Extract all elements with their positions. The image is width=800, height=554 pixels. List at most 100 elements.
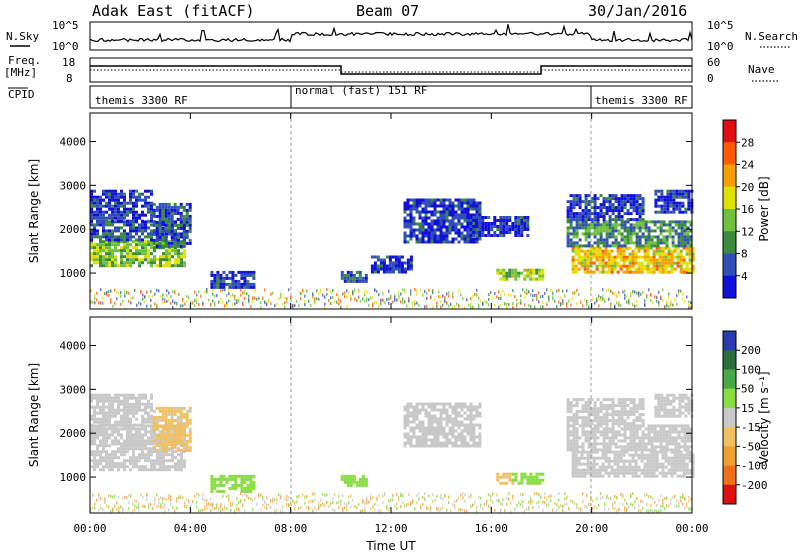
heatmap-cell	[99, 456, 102, 460]
heatmap-cell	[117, 219, 120, 223]
heatmap-cell	[442, 432, 446, 436]
heatmap-cell	[182, 220, 186, 224]
heatmap-cell	[120, 204, 123, 208]
heatmap-cell	[96, 207, 99, 211]
heatmap-cell	[168, 459, 171, 463]
heatmap-cell	[177, 261, 180, 265]
heatmap-cell	[460, 216, 464, 220]
heatmap-cell	[394, 264, 398, 268]
heatmap-cell	[463, 429, 467, 433]
heatmap-cell	[638, 404, 642, 408]
heatmap-cell	[129, 207, 132, 211]
heatmap-cell	[526, 481, 530, 485]
noise-cell	[472, 294, 474, 298]
heatmap-cell	[601, 270, 605, 274]
heatmap-cell	[176, 205, 180, 209]
heatmap-cell	[99, 430, 102, 434]
heatmap-cell	[628, 246, 632, 250]
heatmap-cell	[152, 208, 156, 212]
heatmap-cell	[571, 249, 575, 253]
noise-cell	[148, 502, 150, 506]
heatmap-cell	[684, 414, 688, 418]
heatmap-cell	[650, 220, 654, 224]
heatmap-cell	[445, 210, 449, 214]
heatmap-cell	[403, 420, 407, 424]
heatmap-cell	[164, 235, 168, 239]
heatmap-cell	[183, 465, 186, 469]
heatmap-cell	[666, 204, 670, 208]
heatmap-cell	[532, 268, 536, 272]
heatmap-cell	[607, 258, 611, 262]
heatmap-cell	[638, 401, 642, 405]
heatmap-cell	[593, 401, 597, 405]
noise-cell	[212, 292, 214, 296]
heatmap-cell	[688, 453, 692, 457]
noise-cell	[620, 304, 622, 308]
noise-cell	[134, 508, 136, 511]
beam-label: Beam 07	[356, 2, 419, 20]
heatmap-cell	[173, 232, 177, 236]
heatmap-cell	[170, 409, 174, 413]
heatmap-cell	[667, 471, 671, 475]
heatmap-cell	[173, 442, 177, 446]
heatmap-cell	[660, 192, 664, 196]
heatmap-cell	[102, 456, 105, 460]
heatmap-cell	[637, 261, 641, 265]
heatmap-cell	[598, 258, 602, 262]
noise-cell	[488, 298, 490, 301]
heatmap-cell	[445, 228, 449, 232]
heatmap-cell	[599, 448, 603, 452]
heatmap-cell	[620, 226, 624, 230]
heatmap-cell	[581, 445, 585, 449]
heatmap-cell	[397, 255, 401, 259]
heatmap-cell	[379, 267, 383, 271]
heatmap-cell	[575, 215, 579, 219]
heatmap-cell	[626, 235, 630, 239]
heatmap-cell	[243, 282, 247, 286]
noise-cell	[156, 504, 158, 508]
heatmap-cell	[632, 413, 636, 417]
heatmap-cell	[158, 436, 162, 440]
heatmap-cell	[418, 438, 422, 442]
heatmap-cell	[623, 439, 627, 443]
heatmap-cell	[90, 229, 93, 233]
heatmap-cell	[442, 408, 446, 412]
heatmap-cell	[659, 238, 663, 242]
heatmap-cell	[406, 417, 410, 421]
heatmap-cell	[508, 472, 512, 476]
heatmap-cell	[93, 433, 96, 437]
heatmap-cell	[126, 258, 129, 262]
heatmap-cell	[454, 405, 458, 409]
heatmap-cell	[445, 234, 449, 238]
heatmap-cell	[578, 197, 582, 201]
heatmap-cell	[96, 450, 99, 454]
heatmap-cell	[592, 465, 596, 469]
heatmap-cell	[358, 273, 362, 277]
heatmap-cell	[129, 462, 132, 466]
heatmap-cell	[620, 401, 624, 405]
heatmap-cell	[617, 244, 621, 248]
heatmap-cell	[584, 235, 588, 239]
heatmap-cell	[664, 255, 668, 259]
heatmap-cell	[448, 240, 452, 244]
heatmap-cell	[499, 216, 503, 219]
noise-cell	[220, 289, 222, 293]
heatmap-cell	[120, 216, 123, 220]
heatmap-cell	[451, 441, 455, 445]
noise-cell	[196, 297, 198, 301]
heatmap-cell	[427, 210, 431, 214]
heatmap-cell	[644, 442, 648, 446]
heatmap-cell	[595, 264, 599, 268]
heatmap-cell	[652, 450, 656, 454]
heatmap-cell	[415, 201, 419, 205]
heatmap-cell	[644, 238, 648, 242]
heatmap-cell	[634, 453, 638, 457]
heatmap-cell	[185, 421, 189, 425]
heatmap-cell	[361, 474, 365, 478]
heatmap-cell	[147, 453, 150, 457]
heatmap-cell	[614, 419, 618, 423]
heatmap-cell	[162, 439, 165, 443]
heatmap-cell	[418, 204, 422, 208]
heatmap-cell	[508, 268, 512, 272]
noise-cell	[610, 289, 612, 293]
